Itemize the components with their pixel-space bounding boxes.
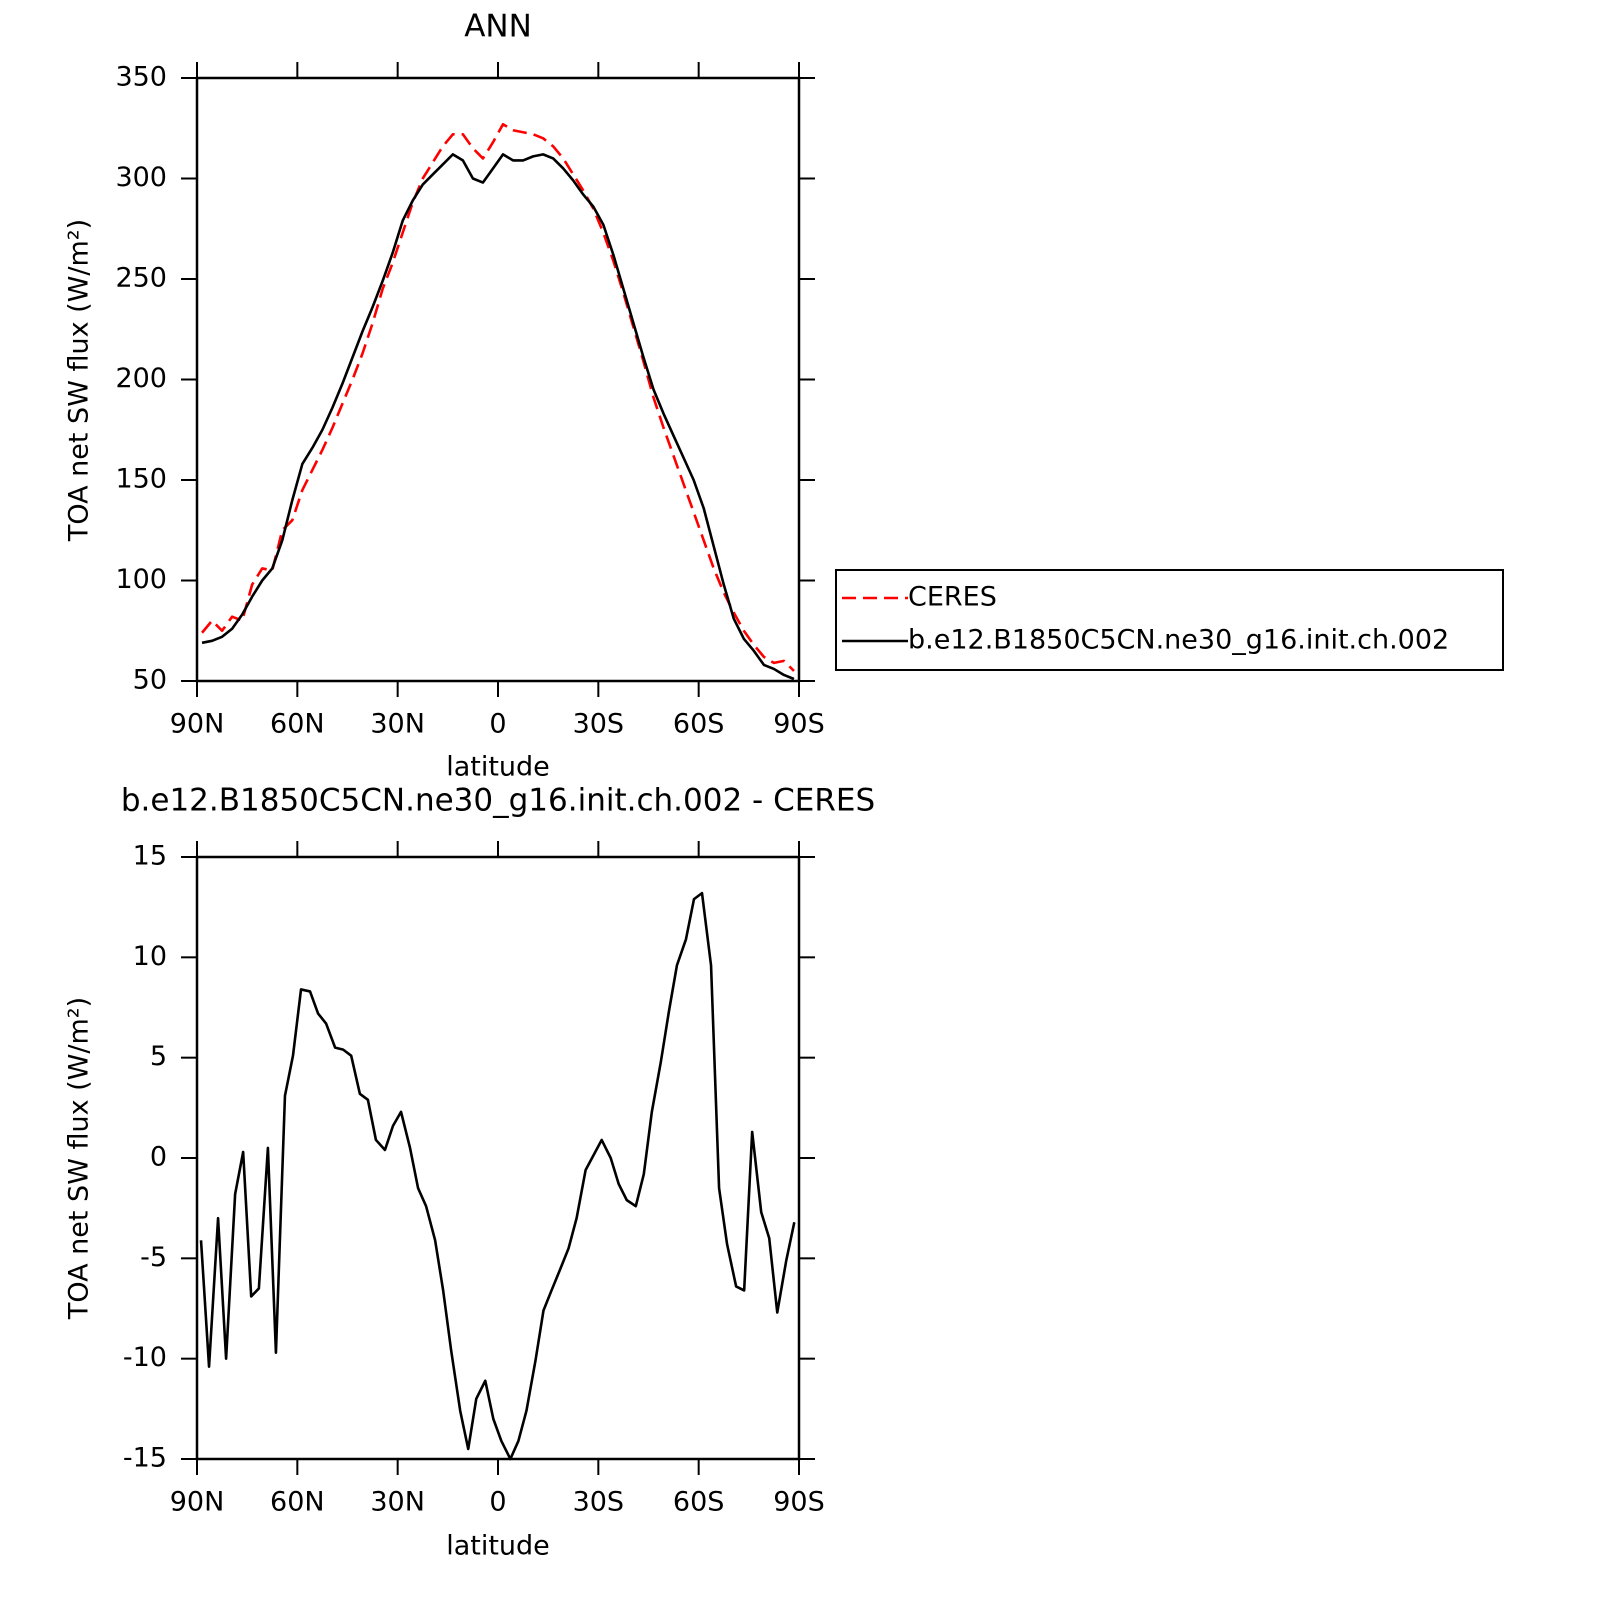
x-tick-label: 60S [673, 709, 725, 740]
y-tick-label: -5 [140, 1242, 167, 1273]
y-tick-label: 10 [133, 941, 167, 972]
y-tick-label: -15 [123, 1443, 167, 1474]
x-tick-label: 0 [489, 709, 506, 740]
x-tick-label: 30N [370, 1487, 425, 1518]
y-tick-label: 250 [115, 263, 167, 294]
x-tick-label: 60N [270, 709, 325, 740]
legend-label: b.e12.B1850C5CN.ne30_g16.init.ch.002 [908, 625, 1449, 656]
legend-box [835, 569, 1504, 671]
y-tick-label: 15 [133, 841, 167, 872]
x-tick-label: 30S [573, 1487, 625, 1518]
y-tick-label: 100 [115, 564, 167, 595]
x-axis-label: latitude [446, 1531, 550, 1562]
y-axis-label: TOA net SW flux (W/m²) [64, 219, 95, 542]
y-axis-label: TOA net SW flux (W/m²) [64, 997, 95, 1320]
data-line [199, 891, 796, 1461]
data-line [201, 122, 795, 672]
x-tick-label: 30N [370, 709, 425, 740]
data-line [201, 153, 795, 681]
x-axis-label: latitude [446, 752, 550, 783]
x-tick-label: 0 [489, 1487, 506, 1518]
x-tick-label: 30S [573, 709, 625, 740]
y-tick-label: 300 [115, 162, 167, 193]
legend-label: CERES [908, 582, 997, 613]
x-tick-label: 60N [270, 1487, 325, 1518]
chart-title: ANN [464, 9, 532, 45]
x-tick-label: 90N [170, 709, 225, 740]
y-tick-label: -10 [123, 1342, 167, 1373]
x-tick-label: 90N [170, 1487, 225, 1518]
y-tick-label: 5 [150, 1041, 167, 1072]
plot-frame [195, 855, 801, 1461]
y-tick-label: 350 [115, 62, 167, 93]
plot-frame [195, 76, 801, 683]
y-tick-label: 200 [115, 363, 167, 394]
y-tick-label: 0 [150, 1142, 167, 1173]
x-tick-label: 90S [773, 1487, 825, 1518]
x-tick-label: 90S [773, 709, 825, 740]
y-tick-label: 50 [133, 665, 167, 696]
y-tick-label: 150 [115, 464, 167, 495]
x-tick-label: 60S [673, 1487, 725, 1518]
chart-title: b.e12.B1850C5CN.ne30_g16.init.ch.002 - C… [121, 783, 875, 819]
